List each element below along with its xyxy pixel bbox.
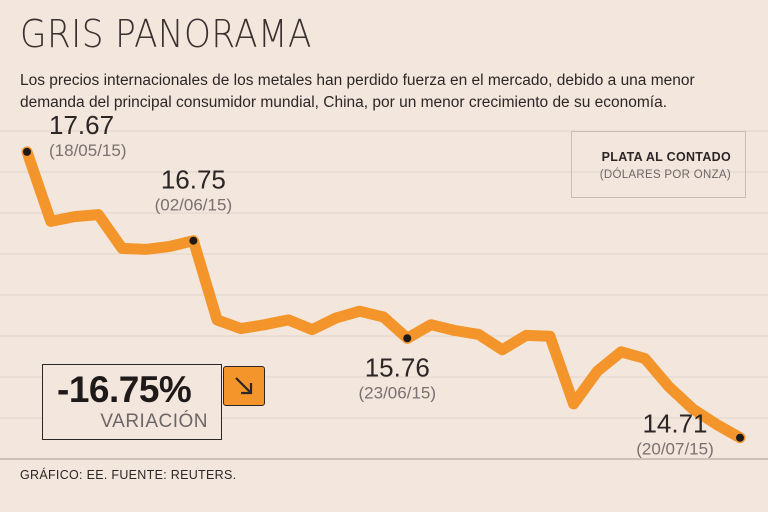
data-point-marker — [189, 236, 198, 245]
data-label-value: 16.75 — [161, 165, 226, 195]
arrow-down-right-icon — [223, 366, 265, 406]
legend-unit: (DÓLARES POR ONZA) — [599, 169, 731, 181]
data-point-marker — [403, 334, 412, 343]
data-label-date: (20/07/15) — [636, 440, 714, 459]
variation-value: -16.75% — [57, 369, 192, 410]
variation-box: -16.75% VARIACIÓN — [42, 364, 222, 440]
data-label-value: 17.67 — [49, 110, 114, 140]
data-point-marker — [23, 147, 31, 156]
legend-title: PLATA AL CONTADO — [601, 150, 731, 164]
data-label-date: (02/06/15) — [155, 196, 233, 215]
series-line — [21, 146, 746, 444]
page-title: GRIS PANORAMA — [20, 12, 312, 56]
footer-source: GRÁFICO: EE. FUENTE: REUTERS. — [20, 468, 237, 482]
data-label-value: 14.71 — [642, 409, 707, 439]
data-label-date: (23/06/15) — [359, 383, 437, 402]
variation-label: VARIACIÓN — [100, 411, 208, 432]
data-label-value: 15.76 — [365, 352, 430, 382]
data-label-date: (18/05/15) — [49, 141, 127, 160]
legend-box: PLATA AL CONTADO (DÓLARES POR ONZA) — [571, 131, 746, 198]
page-subtitle: Los precios internacionales de los metal… — [20, 72, 695, 111]
data-point-marker — [736, 433, 744, 442]
